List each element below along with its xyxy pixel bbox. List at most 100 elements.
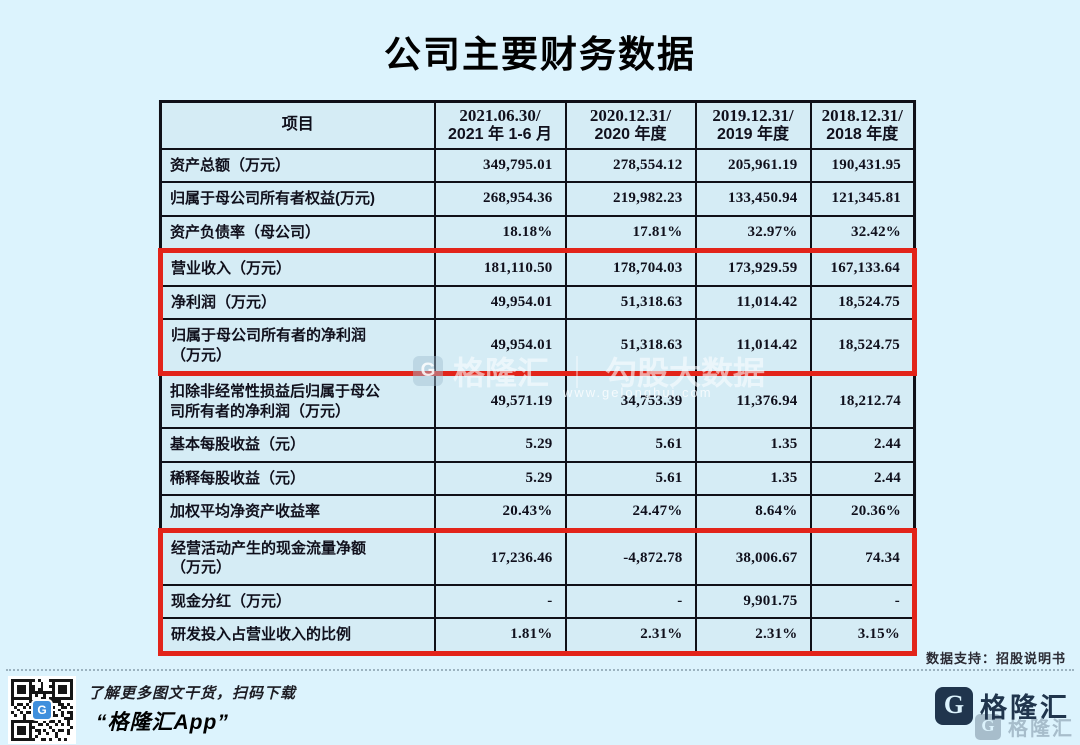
value-cell: 32.97%: [694, 214, 812, 252]
table-row: 净利润（万元） 49,954.01 51,318.63 11,014.42 18,524…: [158, 284, 917, 321]
header-period-column: 2019.12.31/2019 年度: [694, 100, 812, 150]
header-period-line: 2018 年度: [826, 126, 899, 144]
table-row: 营业收入（万元） 181,110.50 178,704.03 173,929.59 16…: [158, 248, 917, 287]
value-cell: 49,571.19: [433, 372, 567, 430]
value-cell: 38,006.67: [694, 527, 812, 586]
item-label-cell: 基本每股收益（元）: [159, 427, 436, 463]
table-header: 项目 2021.06.30/2021 年 1-6 月 2020.12.31/2020…: [159, 100, 916, 150]
table-row: 经营活动产生的现金流量净额 （万元） 17,236.46 -4,872.78 38,0…: [158, 527, 917, 586]
value-cell: 121,345.81: [809, 181, 916, 217]
value-cell: 167,133.64: [809, 248, 917, 287]
header-period-line: 2021 年 1-6 月: [447, 126, 553, 144]
value-cell: 34,753.39: [564, 372, 697, 430]
item-label-cell: 扣除非经常性损益后归属于母公 司所有者的净利润（万元）: [159, 372, 436, 430]
value-cell: 20.43%: [433, 494, 567, 532]
value-cell: 178,704.03: [564, 248, 697, 287]
value-cell: 51,318.63: [564, 318, 697, 377]
gelonghui-logo-watermark: G 格隆汇: [975, 712, 1074, 741]
gelonghui-logo-watermark-icon: G: [975, 713, 1001, 740]
value-cell: 18.18%: [433, 214, 567, 252]
table-row: 稀释每股收益（元） 5.29 5.61 1.35 2.44: [159, 460, 916, 497]
financial-table: 项目 2021.06.30/2021 年 1-6 月 2020.12.31/2020…: [158, 100, 917, 656]
item-label-cell: 营业收入（万元）: [158, 248, 436, 287]
table-row: 扣除非经常性损益后归属于母公 司所有者的净利润（万元） 49,571.19 34,7…: [159, 372, 916, 430]
qr-caption: 了解更多图文干货，扫码下载: [88, 685, 297, 702]
gelonghui-logo-icon: G: [935, 686, 973, 725]
value-cell: 2.44: [809, 427, 916, 463]
value-cell: 18,524.75: [809, 318, 917, 377]
item-label-cell: 资产负债率（母公司）: [159, 214, 436, 252]
value-cell: 2.31%: [564, 617, 697, 656]
footer-divider: [6, 669, 1074, 671]
app-name-caption: “格隆汇App”: [96, 711, 229, 734]
value-cell: 18,524.75: [809, 284, 917, 321]
qr-center-logo-icon: G: [31, 699, 53, 721]
item-label-cell: 归属于母公司所有者的净利润 （万元）: [158, 318, 436, 377]
value-cell: 8.64%: [694, 494, 812, 532]
qr-code: G: [8, 676, 76, 744]
item-label-cell: 净利润（万元）: [158, 284, 436, 321]
table-row: 现金分红（万元） - -9,901.75-: [158, 583, 917, 620]
value-cell: 9,901.75: [694, 583, 812, 620]
item-label-cell: 研发投入占营业收入的比例: [158, 617, 436, 656]
item-label-cell: 加权平均净资产收益率: [159, 494, 436, 532]
header-item-column: 项目: [159, 100, 436, 150]
value-cell: 2.44: [809, 460, 916, 497]
header-date-line: 2018.12.31/: [821, 106, 903, 125]
header-date-line: 2021.06.30/: [459, 106, 541, 125]
table-row: 资产总额（万元） 349,795.01 278,554.12 205,961.19 19…: [159, 147, 916, 184]
gelonghui-logo: G 格隆汇: [935, 686, 1070, 725]
item-label-cell: 归属于母公司所有者权益(万元): [159, 181, 436, 217]
value-cell: 1.35: [694, 427, 812, 463]
item-label-cell: 稀释每股收益（元）: [159, 460, 436, 497]
value-cell: 74.34: [809, 527, 917, 586]
value-cell: -: [433, 583, 567, 620]
value-cell: 349,795.01: [433, 147, 567, 184]
table-row: 归属于母公司所有者权益(万元) 268,954.36 219,982.23 133,4…: [159, 181, 916, 217]
table-row: 基本每股收益（元） 5.29 5.61 1.35 2.44: [159, 427, 916, 463]
value-cell: 173,929.59: [694, 248, 812, 287]
value-cell: -: [809, 583, 917, 620]
header-period-column: 2021.06.30/2021 年 1-6 月: [433, 100, 567, 150]
source-note: 数据支持：招股说明书: [925, 651, 1066, 666]
header-period-column: 2018.12.31/2018 年度: [809, 100, 916, 150]
table-row: 归属于母公司所有者的净利润 （万元） 49,954.01 51,318.63 11,0…: [158, 318, 917, 377]
header-date-line: 2020.12.31/: [589, 106, 672, 125]
value-cell: 49,954.01: [433, 284, 567, 321]
header-period-line: 2019 年度: [716, 126, 790, 144]
value-cell: 3.15%: [809, 617, 917, 656]
value-cell: 11,376.94: [694, 372, 812, 430]
table-row: 加权平均净资产收益率 20.43% 24.47% 8.64% 20.36%: [159, 494, 916, 532]
table-header-row: 项目 2021.06.30/2021 年 1-6 月 2020.12.31/2020…: [159, 100, 916, 150]
page-title: 公司主要财务数据: [384, 34, 696, 75]
value-cell: 133,450.94: [694, 181, 812, 217]
value-cell: -: [564, 583, 697, 620]
value-cell: 5.29: [433, 427, 567, 463]
gelonghui-logo-watermark-text: 格隆汇: [1008, 718, 1074, 740]
value-cell: 32.42%: [809, 214, 916, 252]
value-cell: 5.61: [564, 460, 697, 497]
item-label-cell: 经营活动产生的现金流量净额 （万元）: [158, 527, 436, 586]
value-cell: 11,014.42: [694, 318, 812, 377]
value-cell: 5.61: [564, 427, 697, 463]
item-label-cell: 资产总额（万元）: [159, 147, 436, 184]
header-period-column: 2020.12.31/2020 年度: [564, 100, 697, 150]
value-cell: 5.29: [433, 460, 567, 497]
value-cell: 278,554.12: [564, 147, 697, 184]
table-body: 资产总额（万元） 349,795.01 278,554.12 205,961.19 19…: [158, 147, 917, 656]
value-cell: -4,872.78: [564, 527, 697, 586]
value-cell: 1.35: [694, 460, 812, 497]
header-period-line: 2020 年度: [594, 126, 667, 144]
value-cell: 20.36%: [809, 494, 916, 532]
value-cell: 11,014.42: [694, 284, 812, 321]
value-cell: 18,212.74: [809, 372, 916, 430]
value-cell: 17.81%: [564, 214, 697, 252]
table-row: 研发投入占营业收入的比例 1.81% 2.31% 2.31% 3.15%: [158, 617, 917, 656]
item-label-cell: 现金分红（万元）: [158, 583, 436, 620]
value-cell: 219,982.23: [564, 181, 697, 217]
value-cell: 268,954.36: [433, 181, 567, 217]
header-date-line: 2019.12.31/: [712, 106, 794, 125]
value-cell: 1.81%: [433, 617, 567, 656]
table-row: 资产负债率（母公司） 18.18% 17.81% 32.97% 32.42%: [159, 214, 916, 252]
